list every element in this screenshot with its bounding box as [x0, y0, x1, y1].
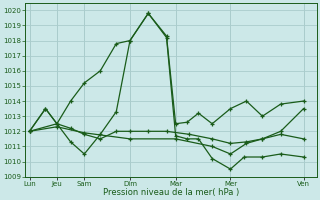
X-axis label: Pression niveau de la mer( hPa ): Pression niveau de la mer( hPa ) — [103, 188, 239, 197]
